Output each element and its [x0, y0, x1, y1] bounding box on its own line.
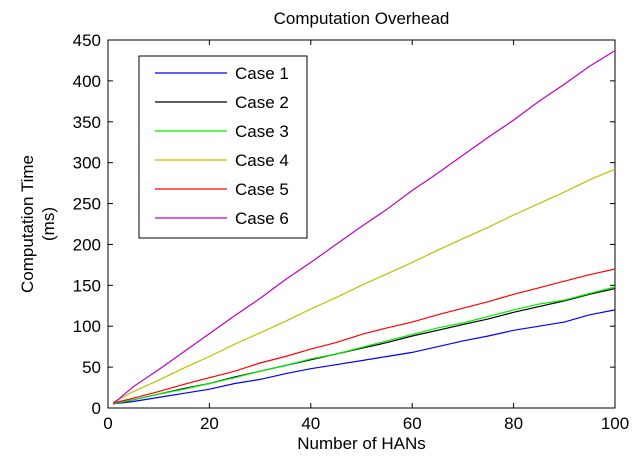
legend-box — [138, 55, 308, 239]
chart-title: Computation Overhead — [274, 9, 450, 28]
series-line-case-5 — [112, 268, 616, 404]
y-axis-title-line-2: (ms) — [39, 207, 58, 241]
legend-label-case-5: Case 5 — [235, 180, 289, 199]
legend-label-case-6: Case 6 — [235, 209, 289, 228]
series-line-case-1 — [113, 309, 616, 405]
y-tick-label: 350 — [73, 113, 101, 132]
legend-label-case-1: Case 1 — [235, 64, 289, 83]
y-tick-label: 100 — [73, 317, 101, 336]
plot-frame — [107, 39, 616, 409]
series-line-case-6 — [112, 50, 616, 405]
legend: Case 1 Case 2 Case 3 Case 4 Case 5 Case 6 — [138, 55, 308, 239]
x-tick-label: 40 — [301, 414, 320, 433]
y-tick-label: 200 — [73, 235, 101, 254]
x-axis-title: Number of HANs — [297, 434, 425, 453]
ticks-layer: 0 20 40 60 80 100 0 50 100 150 200 250 300 350 400 450 — [73, 31, 630, 433]
series-layer — [112, 50, 616, 405]
x-tick-label: 80 — [504, 414, 523, 433]
y-tick-label: 300 — [73, 154, 101, 173]
legend-label-case-2: Case 2 — [235, 93, 289, 112]
y-tick-label: 150 — [73, 276, 101, 295]
legend-label-case-3: Case 3 — [235, 122, 289, 141]
x-tick-label: 100 — [601, 414, 629, 433]
legend-label-case-4: Case 4 — [235, 151, 289, 170]
x-tick-label: 20 — [200, 414, 219, 433]
y-tick-label: 450 — [73, 31, 101, 50]
series-line-case-3 — [112, 286, 616, 405]
y-axis-title: Computation Time (ms) — [18, 155, 58, 293]
y-tick-label: 400 — [73, 72, 101, 91]
y-axis-title-line-1: Computation Time — [18, 155, 37, 293]
y-tick-label: 0 — [92, 399, 101, 418]
x-tick-label: 0 — [103, 414, 112, 433]
y-tick-label: 250 — [73, 195, 101, 214]
plot-area — [107, 39, 616, 409]
x-tick-label: 60 — [403, 414, 422, 433]
series-line-case-4 — [112, 168, 616, 403]
y-tick-label: 50 — [82, 358, 101, 377]
